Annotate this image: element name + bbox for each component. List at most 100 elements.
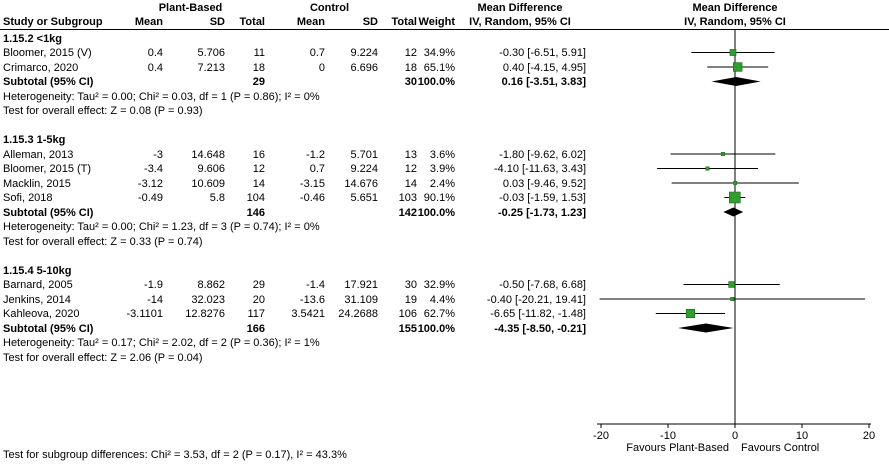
- control-sd-cell: 14.676: [344, 177, 378, 190]
- weight-cell: 90.1%: [423, 192, 455, 204]
- control-sd-cell: 9.224: [350, 163, 378, 175]
- control-sd-cell: 5.651: [350, 192, 378, 204]
- study-name: Kahleova, 2020: [3, 308, 80, 320]
- control-total-cell: 12: [404, 47, 417, 59]
- study-name: Alleman, 2013: [3, 148, 74, 161]
- subtotal-label: Subtotal (95% CI): [3, 206, 94, 219]
- overall-effect-text: Test for overall effect: Z = 0.33 (P = 0…: [3, 235, 203, 248]
- plant-total-cell: 18: [252, 61, 265, 74]
- study-row: Macklin, 2015 -3.12 10.609 14 -3.15 14.676 14 2…: [0, 177, 889, 191]
- subtotal-control-total: 155: [398, 322, 417, 335]
- control-total-cell: 14: [404, 177, 417, 190]
- control-mean-cell: 3.5421: [291, 308, 325, 320]
- subtotal-control-total: 30: [404, 76, 417, 88]
- subtotal-weight: 100.0%: [417, 206, 455, 219]
- subtotal-plant-total: 146: [246, 206, 265, 219]
- group2-header: Control: [309, 2, 350, 14]
- weight-cell: 34.9%: [423, 47, 455, 59]
- heterogeneity-row: Heterogeneity: Tau² = 0.00; Chi² = 1.23,…: [0, 220, 889, 234]
- control-total-cell: 13: [404, 148, 417, 161]
- study-row: Crimarco, 2020 0.4 7.213 18 0 6.696 18 65.1% 0.4…: [0, 61, 889, 75]
- weight-cell: 32.9%: [423, 279, 455, 291]
- weight-cell: 62.7%: [423, 308, 455, 320]
- header-divider: [0, 29, 889, 30]
- control-sd-cell: 31.109: [344, 293, 378, 306]
- plant-total-col-header: Total: [239, 16, 265, 28]
- subtotal-row: Subtotal (95% CI) 166 155 100.0% -4.35 [-8.5…: [0, 322, 889, 336]
- study-row: Alleman, 2013 -3 14.648 16 -1.2 5.701 13 3.6% -1…: [0, 148, 889, 162]
- control-sd-col-header: SD: [362, 16, 378, 28]
- subgroup-title-row: 1.15.3 1-5kg: [0, 133, 889, 147]
- plant-sd-cell: 32.023: [191, 293, 225, 306]
- weight-cell: 2.4%: [429, 177, 455, 190]
- plant-total-cell: 14: [252, 177, 265, 190]
- plant-mean-cell: -3.1101: [126, 308, 164, 320]
- overall-effect-row: Test for overall effect: Z = 2.06 (P = 0…: [0, 351, 889, 365]
- group1-header: Plant-Based: [158, 2, 223, 14]
- weight-cell: 3.6%: [429, 148, 455, 161]
- plant-mean-cell: -1.9: [144, 279, 163, 291]
- subgroup-title: 1.15.4 5-10kg: [3, 264, 72, 277]
- plant-mean-cell: -3: [153, 148, 163, 161]
- plant-sd-cell: 8.862: [197, 279, 225, 291]
- study-name: Sofi, 2018: [3, 192, 53, 204]
- study-name: Macklin, 2015: [3, 177, 71, 190]
- study-row: Sofi, 2018 -0.49 5.8 104 -0.46 5.651 103 90.1% -…: [0, 191, 889, 205]
- heterogeneity-row: Heterogeneity: Tau² = 0.00; Chi² = 0.03,…: [0, 90, 889, 104]
- subtotal-md-ci: 0.16 [-3.51, 3.83]: [501, 76, 586, 88]
- heterogeneity-text: Heterogeneity: Tau² = 0.00; Chi² = 1.23,…: [3, 221, 320, 233]
- weight-cell: 65.1%: [423, 61, 455, 74]
- md-ci-cell: -0.30 [-6.51, 5.91]: [499, 47, 586, 59]
- mean-difference-header-left: Mean Difference: [477, 2, 563, 14]
- heterogeneity-text: Heterogeneity: Tau² = 0.00; Chi² = 0.03,…: [3, 90, 320, 103]
- control-total-col-header: Total: [391, 16, 417, 28]
- md-ci-cell: -0.03 [-1.59, 1.53]: [499, 192, 586, 204]
- plant-total-cell: 104: [246, 192, 265, 204]
- weight-cell: 3.9%: [429, 163, 455, 175]
- plant-total-cell: 11: [253, 47, 265, 59]
- subtotal-weight: 100.0%: [417, 322, 455, 335]
- control-mean-cell: -1.4: [306, 279, 325, 291]
- ci-method-header-left: IV, Random, 95% CI: [469, 16, 571, 28]
- md-ci-cell: -1.80 [-9.62, 6.02]: [499, 148, 586, 161]
- overall-effect-text: Test for overall effect: Z = 0.08 (P = 0…: [3, 105, 203, 117]
- control-total-cell: 106: [398, 308, 417, 320]
- study-row: Barnard, 2005 -1.9 8.862 29 -1.4 17.921 30 32.9…: [0, 278, 889, 292]
- control-mean-cell: -0.46: [299, 192, 325, 204]
- control-sd-cell: 6.696: [350, 61, 378, 74]
- md-ci-cell: -0.40 [-20.21, 19.41]: [486, 293, 586, 306]
- subgroup-title-row: 1.15.4 5-10kg: [0, 264, 889, 278]
- control-total-cell: 12: [404, 163, 417, 175]
- md-ci-cell: 0.03 [-9.46, 9.52]: [502, 177, 586, 190]
- plant-sd-cell: 12.8276: [185, 308, 225, 320]
- weight-cell: 4.4%: [429, 293, 455, 306]
- study-name: Bloomer, 2015 (V): [3, 47, 92, 59]
- control-total-cell: 103: [398, 192, 417, 204]
- plant-mean-cell: -3.12: [137, 177, 163, 190]
- control-mean-cell: -1.2: [306, 148, 325, 161]
- plant-mean-cell: -3.4: [144, 163, 163, 175]
- subgroup-title-row: 1.15.2 <1kg: [0, 32, 889, 46]
- subtotal-row: Subtotal (95% CI) 29 30 100.0% 0.16 [-3.51, …: [0, 75, 889, 89]
- subgroup-differences-note: Test for subgroup differences: Chi² = 3.…: [3, 449, 347, 461]
- plant-sd-cell: 7.213: [197, 61, 225, 74]
- md-ci-cell: 0.40 [-4.15, 4.95]: [502, 61, 586, 74]
- md-ci-cell: -4.10 [-11.63, 3.43]: [493, 163, 586, 175]
- control-total-cell: 30: [404, 279, 417, 291]
- control-mean-cell: -3.15: [299, 177, 325, 190]
- study-name: Crimarco, 2020: [3, 61, 79, 74]
- control-mean-col-header: Mean: [296, 16, 325, 28]
- control-sd-cell: 5.701: [350, 148, 378, 161]
- subtotal-label: Subtotal (95% CI): [3, 76, 94, 88]
- overall-effect-row: Test for overall effect: Z = 0.08 (P = 0…: [0, 104, 889, 118]
- plant-mean-cell: 0.4: [147, 47, 163, 59]
- mean-difference-header-right: Mean Difference: [692, 2, 778, 14]
- study-row: Kahleova, 2020 -3.1101 12.8276 117 3.5421 24.…: [0, 307, 889, 321]
- plant-sd-cell: 14.648: [191, 148, 225, 161]
- plant-sd-col-header: SD: [209, 16, 225, 28]
- md-ci-cell: -6.65 [-11.82, -1.48]: [490, 308, 586, 320]
- plant-sd-cell: 9.606: [197, 163, 225, 175]
- control-mean-cell: -13.6: [299, 293, 325, 306]
